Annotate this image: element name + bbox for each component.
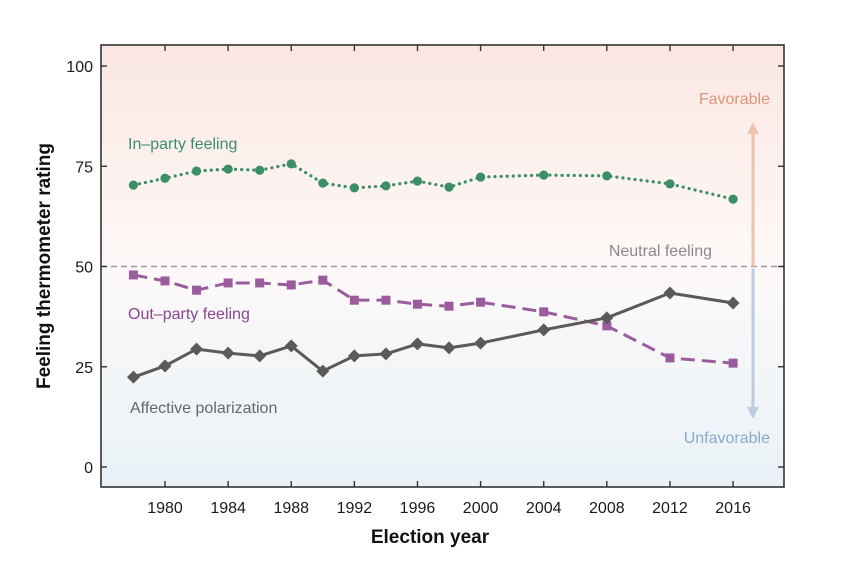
in-party-feeling-point-2008 (602, 171, 612, 181)
out-party-feeling-point-1986 (255, 278, 265, 288)
y-axis-title: Feeling thermometer rating (34, 143, 55, 389)
out-party-feeling-point-1990 (318, 275, 328, 285)
out-party-feeling-point-2008 (602, 321, 612, 331)
unfavorable-label: Unfavorable (684, 430, 770, 447)
in-party-feeling-point-1978 (128, 180, 139, 190)
in-party-feeling-point-1996 (412, 176, 423, 186)
affective-polarization-point-2012 (663, 286, 677, 300)
out-party-feeling-point-2004 (539, 307, 549, 317)
unfavorable-arrow-head-icon (747, 406, 759, 419)
in-party-feeling-point-1988 (286, 159, 296, 169)
x-tick-label-1980: 1980 (147, 500, 183, 517)
x-tick-label-2016: 2016 (715, 500, 751, 517)
in-party-feeling-point-1984 (223, 164, 233, 174)
affective-polarization-point-1980 (158, 359, 172, 373)
y-tick-label-25: 25 (75, 360, 93, 377)
x-tick-label-2008: 2008 (589, 500, 625, 517)
affective-polarization-point-1994 (379, 347, 393, 361)
out-party-feeling-point-1996 (412, 299, 422, 309)
y-tick-label-100: 100 (66, 59, 93, 76)
affective-polarization-point-1978 (126, 370, 140, 384)
in-party-feeling-line (131, 162, 735, 201)
in-party-feeling-point-2004 (539, 170, 549, 180)
x-tick-label-2000: 2000 (463, 500, 499, 517)
out-party-feeling-point-1992 (349, 295, 359, 305)
out-party-feeling-point-1978 (128, 270, 138, 280)
in-party-feeling-point-2012 (665, 179, 675, 189)
in-party-feeling-point-2000 (476, 172, 486, 182)
affective-polarization-point-2008 (600, 311, 614, 325)
out-party-feeling-point-2016 (728, 358, 738, 368)
affective-polarization-point-1984 (221, 346, 235, 360)
x-tick-label-1996: 1996 (400, 500, 436, 517)
out-party-feeling-point-2012 (665, 353, 675, 363)
in-party-feeling-point-2016 (728, 194, 738, 204)
affective-polarization-label: Affective polarization (130, 400, 277, 417)
in-party-feeling-point-1980 (160, 173, 170, 183)
affective-polarization-point-1996 (410, 337, 424, 351)
in-party-feeling-point-1986 (255, 165, 265, 175)
out-party-feeling-point-1988 (286, 280, 296, 290)
affective-polarization-point-2004 (537, 323, 551, 337)
affective-polarization-point-1986 (253, 349, 267, 363)
affective-polarization-point-1990 (316, 364, 330, 378)
neutral-feeling-label: Neutral feeling (609, 243, 712, 260)
x-axis-title: Election year (371, 527, 490, 548)
x-tick-label-1984: 1984 (210, 500, 246, 517)
affective-polarization-point-2000 (474, 336, 488, 350)
in-party-feeling-point-1994 (381, 181, 391, 191)
out-party-feeling-point-1984 (223, 278, 233, 288)
in-party-feeling-point-1982 (191, 166, 202, 176)
out-party-label: Out–party feeling (128, 306, 250, 323)
y-tick-label-75: 75 (75, 159, 93, 176)
affective-polarization-point-1982 (190, 342, 204, 356)
affective-polarization-point-1988 (284, 339, 298, 353)
x-tick-label-1992: 1992 (337, 500, 373, 517)
x-tick-label-2004: 2004 (526, 500, 562, 517)
y-tick-label-0: 0 (84, 460, 93, 477)
favorable-label: Favorable (699, 91, 770, 108)
in-party-feeling-point-1990 (318, 178, 328, 188)
affective-polarization-line (132, 291, 734, 379)
out-party-feeling-point-1982 (192, 285, 202, 295)
favorable-arrow-head-icon (747, 122, 759, 135)
out-party-feeling-line (133, 273, 734, 365)
y-tick-label-50: 50 (75, 260, 93, 277)
in-party-feeling-point-1992 (349, 183, 359, 193)
out-party-feeling-point-1980 (160, 276, 170, 286)
out-party-feeling-point-1994 (381, 295, 391, 305)
in-party-label: In–party feeling (128, 136, 237, 153)
out-party-feeling-point-1998 (444, 301, 454, 311)
affective-polarization-point-1992 (347, 349, 361, 363)
x-tick-label-2012: 2012 (652, 500, 688, 517)
affective-polarization-point-2016 (726, 296, 740, 310)
in-party-feeling-point-1998 (444, 182, 454, 192)
x-tick-label-1988: 1988 (273, 500, 309, 517)
out-party-feeling-point-2000 (476, 297, 486, 307)
affective-polarization-point-1998 (442, 341, 456, 355)
